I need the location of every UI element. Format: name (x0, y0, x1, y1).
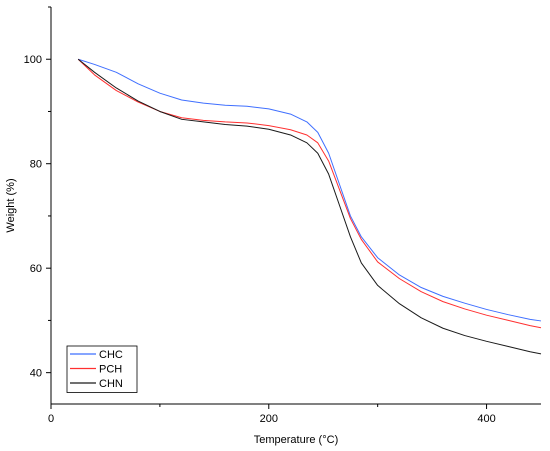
x-axis-title: Temperature (°C) (254, 434, 338, 446)
x-tick-label: 400 (477, 413, 495, 425)
y-axis-title: Weight (%) (5, 178, 17, 232)
y-tick-label: 80 (30, 159, 42, 171)
x-tick-label: 200 (260, 413, 278, 425)
series-layer (77, 58, 542, 355)
series-line-chn (77, 58, 542, 355)
legend-label: CHN (99, 378, 123, 390)
y-tick-label: 40 (30, 368, 42, 380)
y-tick-label: 60 (30, 263, 42, 275)
series-line-chc (78, 58, 542, 322)
x-tick-label: 0 (48, 413, 54, 425)
legend-label: PCH (99, 364, 122, 376)
legend-label: CHC (99, 349, 123, 361)
series-line-pch (77, 58, 542, 329)
axis-ticks: 0 200 400 40 60 80 100 (24, 6, 496, 425)
y-tick-label: 100 (24, 54, 42, 66)
legend-items: CHC PCH CHN (70, 349, 123, 390)
legend: CHC PCH CHN (66, 345, 138, 393)
plot-frame (50, 7, 541, 405)
